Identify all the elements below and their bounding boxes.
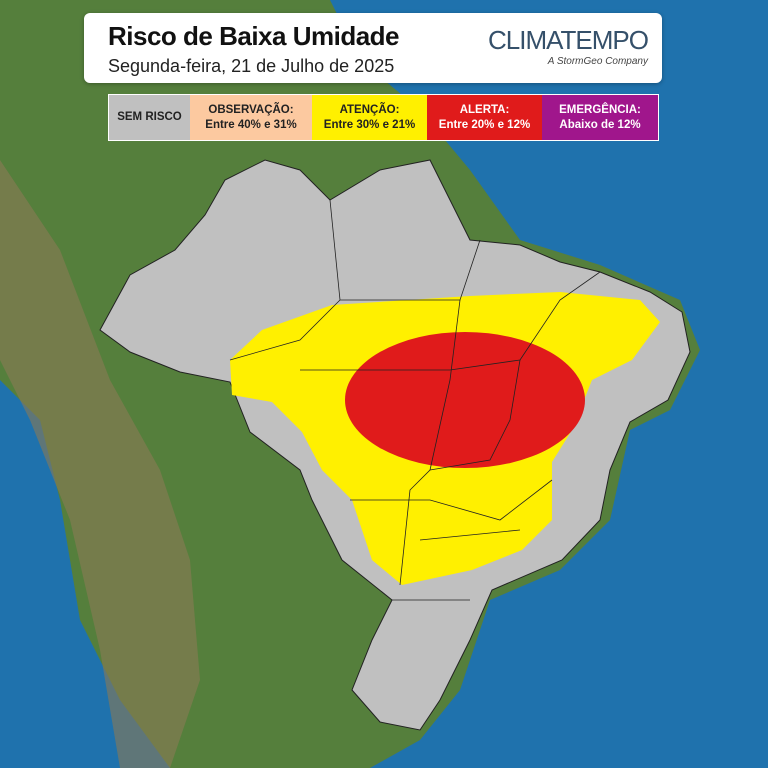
logo-tagline: A StormGeo Company [547, 56, 648, 67]
legend-label: SEM RISCO [117, 111, 182, 123]
legend-range: Entre 30% e 21% [323, 118, 416, 131]
climatempo-logo: CLIMATEMPO A StormGeo Company [488, 25, 649, 67]
legend-alerta: ALERTA: Entre 20% e 12% [427, 95, 542, 140]
header-panel: Risco de Baixa Umidade Segunda-feira, 21… [84, 13, 662, 83]
legend-range: Entre 40% e 31% [205, 118, 297, 131]
state-borders [229, 199, 601, 601]
legend-label: EMERGÊNCIA: [559, 103, 641, 116]
legend-observacao: OBSERVAÇÃO: Entre 40% e 31% [190, 95, 312, 140]
legend-label: ALERTA: [459, 103, 510, 116]
logo-name: CLIMATEMPO [488, 25, 649, 55]
legend-atencao: ATENÇÃO: Entre 30% e 21% [312, 95, 427, 140]
risk-legend: SEM RISCO OBSERVAÇÃO: Entre 40% e 31% AT… [108, 94, 659, 141]
legend-label: ATENÇÃO: [339, 103, 400, 116]
alert-zone [345, 332, 585, 468]
legend-range: Abaixo de 12% [559, 118, 641, 131]
legend-label: OBSERVAÇÃO: [208, 103, 294, 116]
legend-emergencia: EMERGÊNCIA: Abaixo de 12% [542, 95, 658, 140]
page-title: Risco de Baixa Umidade [108, 21, 400, 51]
andes-region [0, 160, 200, 768]
date-subtitle: Segunda-feira, 21 de Julho de 2025 [108, 56, 395, 76]
legend-sem-risco: SEM RISCO [109, 95, 190, 140]
legend-range: Entre 20% e 12% [438, 118, 531, 131]
